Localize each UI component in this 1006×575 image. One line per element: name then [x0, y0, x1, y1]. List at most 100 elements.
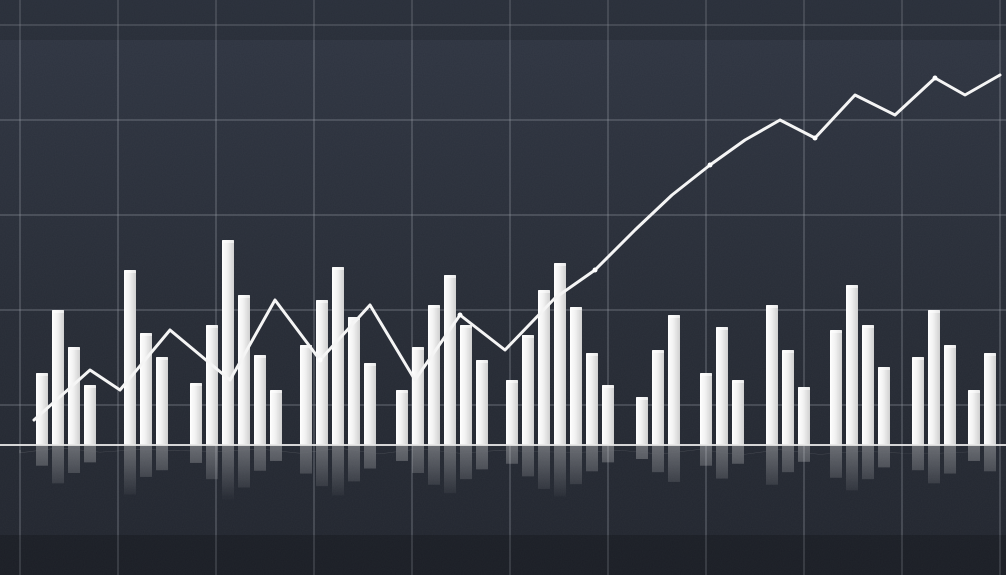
- reflection-bar: [798, 446, 810, 462]
- skyline-bar: [570, 307, 582, 445]
- bar-cap: [944, 345, 956, 348]
- skyline-bar: [782, 350, 794, 445]
- reflection-bar: [428, 446, 440, 485]
- skyline-bar: [636, 397, 648, 445]
- bar-cap: [52, 310, 64, 313]
- trend-marker: [708, 163, 713, 168]
- bar-cap: [782, 350, 794, 353]
- bar-cap: [912, 357, 924, 360]
- bar-cap: [652, 350, 664, 353]
- bar-cap: [396, 390, 408, 393]
- bar-cap: [206, 325, 218, 328]
- skyline-bar: [944, 345, 956, 445]
- reflection-bar: [912, 446, 924, 471]
- skyline-bar: [652, 350, 664, 445]
- skyline-bar: [668, 315, 680, 445]
- skyline-bar: [732, 380, 744, 445]
- bar-cap: [428, 305, 440, 308]
- skyline-bar: [444, 275, 456, 445]
- skyline-bar: [206, 325, 218, 445]
- bar-cap: [270, 390, 282, 393]
- skyline-bar: [522, 335, 534, 445]
- reflection-bar: [190, 446, 202, 463]
- bar-cap: [538, 290, 550, 293]
- reflection-bar: [968, 446, 980, 461]
- skyline-bar: [84, 385, 96, 445]
- reflection-bar: [332, 446, 344, 496]
- reflection-bar: [124, 446, 136, 495]
- bar-cap: [668, 315, 680, 318]
- bar-cap: [766, 305, 778, 308]
- bar-cap: [984, 353, 996, 356]
- skyline-bar: [396, 390, 408, 445]
- bar-cap: [156, 357, 168, 360]
- skyline-bar: [300, 345, 312, 445]
- skyline-bar: [52, 310, 64, 445]
- edge-vignette-top: [0, 0, 1006, 40]
- skyline-bar: [846, 285, 858, 445]
- reflection-bar: [700, 446, 712, 466]
- bar-cap: [830, 330, 842, 333]
- reflection-bar: [460, 446, 472, 480]
- skyline-bar: [928, 310, 940, 445]
- bar-cap: [716, 327, 728, 330]
- skyline-bar: [190, 383, 202, 445]
- bar-cap: [412, 347, 424, 350]
- skyline-bar: [412, 347, 424, 445]
- chart-svg: [0, 0, 1006, 575]
- chart-canvas: [0, 0, 1006, 575]
- skyline-bar: [830, 330, 842, 445]
- reflection-bar: [222, 446, 234, 503]
- trend-marker: [933, 76, 938, 81]
- bar-cap: [364, 363, 376, 366]
- skyline-bar: [254, 355, 266, 445]
- bar-cap: [254, 355, 266, 358]
- reflection-bar: [716, 446, 728, 479]
- reflection-bar: [316, 446, 328, 487]
- skyline-bar: [862, 325, 874, 445]
- reflection-bar: [476, 446, 488, 470]
- skyline-bar: [364, 363, 376, 445]
- trend-marker: [458, 313, 463, 318]
- bar-cap: [700, 373, 712, 376]
- reflection-bar: [668, 446, 680, 482]
- bar-cap: [636, 397, 648, 400]
- bar-cap: [124, 270, 136, 273]
- bar-cap: [602, 385, 614, 388]
- skyline-bar: [984, 353, 996, 445]
- edge-vignette-bottom: [0, 535, 1006, 575]
- skyline-bar: [602, 385, 614, 445]
- bar-cap: [554, 263, 566, 266]
- reflection-bar: [140, 446, 152, 477]
- reflection-bar: [878, 446, 890, 468]
- skyline-bar: [428, 305, 440, 445]
- bar-cap: [476, 360, 488, 363]
- trend-marker: [318, 358, 323, 363]
- skyline-bar: [716, 327, 728, 445]
- skyline-bar: [332, 267, 344, 445]
- bar-cap: [732, 380, 744, 383]
- reflection-bar: [984, 446, 996, 472]
- skyline-bar: [476, 360, 488, 445]
- reflection-bar: [570, 446, 582, 485]
- reflection-bar: [554, 446, 566, 497]
- reflection-bar: [862, 446, 874, 480]
- bar-cap: [798, 387, 810, 390]
- bar-cap: [968, 390, 980, 393]
- reflection-bar: [364, 446, 376, 469]
- reflection-bar: [522, 446, 534, 477]
- skyline-bar: [912, 357, 924, 445]
- reflection-bar: [782, 446, 794, 473]
- bar-cap: [928, 310, 940, 313]
- bar-cap: [68, 347, 80, 350]
- bar-cap: [238, 295, 250, 298]
- skyline-bar: [68, 347, 80, 445]
- bar-cap: [506, 380, 518, 383]
- reflection-bar: [830, 446, 842, 478]
- skyline-bar: [316, 300, 328, 445]
- bar-cap: [522, 335, 534, 338]
- bar-cap: [862, 325, 874, 328]
- skyline-bar: [222, 240, 234, 445]
- skyline-bar: [238, 295, 250, 445]
- bar-cap: [140, 333, 152, 336]
